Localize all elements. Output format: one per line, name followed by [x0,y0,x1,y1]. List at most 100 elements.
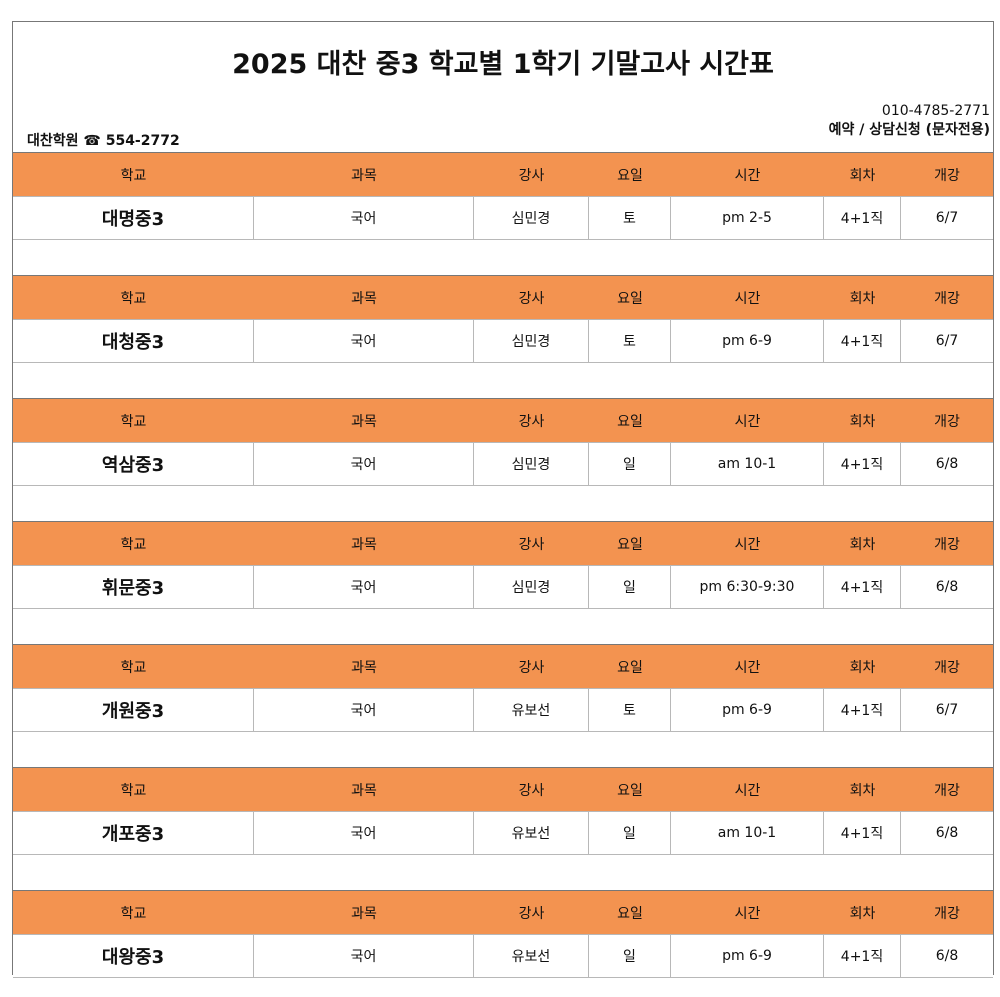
header-teacher: 강사 [518,536,545,553]
schedule-block: 학교 과목 강사 요일 시간 회차 개강 개원중3 국어 유보선 토 pm 6-9 4+1직 6/7 [13,644,993,732]
schedule-block: 학교 과목 강사 요일 시간 회차 개강 대왕중3 국어 유보선 일 pm 6-9 4+1직 6/8 [13,890,993,978]
header-row: 학교 과목 강사 요일 시간 회차 개강 [13,398,993,442]
header-subject: 과목 [351,782,377,799]
cell-subject: 국어 [254,443,474,485]
schedule-sheet: 2025 대찬 중3 학교별 1학기 기말고사 시간표 대찬학원 ☎ 554-2… [12,21,994,978]
header-subject: 과목 [351,290,377,307]
cell-subject: 국어 [254,812,474,854]
header-day: 요일 [617,290,643,307]
header-time: 시간 [734,905,761,922]
cell-teacher: 유보선 [474,689,589,731]
header-teacher: 강사 [518,905,545,922]
cell-school: 휘문중3 [13,566,254,608]
schedule-block: 학교 과목 강사 요일 시간 회차 개강 대청중3 국어 심민경 토 pm 6-9 4+1직 6/7 [13,275,993,363]
header-row: 학교 과목 강사 요일 시간 회차 개강 [13,644,993,688]
header-sessions: 회차 [849,536,876,553]
cell-teacher: 심민경 [474,566,589,608]
table-row: 역삼중3 국어 심민경 일 am 10-1 4+1직 6/8 [13,442,993,486]
header-row: 학교 과목 강사 요일 시간 회차 개강 [13,152,993,196]
header-teacher: 강사 [518,413,545,430]
header-time: 시간 [734,782,761,799]
contact-phone: 010-4785-2771 [881,103,990,119]
cell-school: 개포중3 [13,812,254,854]
cell-start: 6/8 [935,456,959,472]
cell-sessions: 4+1직 [824,197,901,239]
cell-start: 6/8 [935,579,959,595]
schedule-block: 학교 과목 강사 요일 시간 회차 개강 대명중3 국어 심민경 토 pm 2-5 4+1직 6/7 [13,152,993,240]
cell-school: 대왕중3 [13,935,254,977]
header-start: 개강 [934,413,960,430]
cell-sessions: 4+1직 [824,812,901,854]
header-start: 개강 [934,782,960,799]
cell-teacher: 심민경 [474,197,589,239]
cell-day: 일 [589,935,671,977]
contact-info: 010-4785-2771 예약 / 상담신청 (문자전용) [829,102,990,140]
header-subject: 과목 [351,536,377,553]
cell-time: pm 6:30-9:30 [671,566,824,608]
cell-subject: 국어 [254,935,474,977]
cell-time: pm 6-9 [671,935,824,977]
cell-time: am 10-1 [671,812,824,854]
cell-day: 토 [589,689,671,731]
cell-school: 대청중3 [13,320,254,362]
header-sessions: 회차 [849,659,876,676]
header-school: 학교 [120,290,147,307]
header-day: 요일 [617,659,643,676]
header-start: 개강 [934,290,960,307]
header-teacher: 강사 [518,167,545,184]
table-row: 대왕중3 국어 유보선 일 pm 6-9 4+1직 6/8 [13,934,993,978]
header-teacher: 강사 [518,659,545,676]
table-row: 휘문중3 국어 심민경 일 pm 6:30-9:30 4+1직 6/8 [13,565,993,609]
header-sessions: 회차 [849,413,876,430]
cell-time: pm 6-9 [671,689,824,731]
header-day: 요일 [617,536,643,553]
header-subject: 과목 [351,167,377,184]
header-row: 학교 과목 강사 요일 시간 회차 개강 [13,521,993,565]
cell-teacher: 심민경 [474,443,589,485]
header-subject: 과목 [351,659,377,676]
cell-teacher: 유보선 [474,812,589,854]
schedule-block: 학교 과목 강사 요일 시간 회차 개강 역삼중3 국어 심민경 일 am 10-1 4+1직 6/8 [13,398,993,486]
header-school: 학교 [120,536,147,553]
cell-teacher: 심민경 [474,320,589,362]
cell-subject: 국어 [254,689,474,731]
academy-phone: 대찬학원 ☎ 554-2772 [27,133,180,149]
header-day: 요일 [617,905,643,922]
cell-start: 6/8 [935,948,959,964]
cell-school: 역삼중3 [13,443,254,485]
header-sessions: 회차 [849,167,876,184]
header-start: 개강 [934,536,960,553]
header-sessions: 회차 [849,905,876,922]
header-day: 요일 [617,413,643,430]
header-school: 학교 [120,167,147,184]
cell-subject: 국어 [254,320,474,362]
cell-subject: 국어 [254,197,474,239]
header-sessions: 회차 [849,290,876,307]
schedule-block: 학교 과목 강사 요일 시간 회차 개강 휘문중3 국어 심민경 일 pm 6:30-9:30 4+1직… [13,521,993,609]
header-start: 개강 [934,659,960,676]
cell-start: 6/8 [935,825,959,841]
cell-subject: 국어 [254,566,474,608]
cell-time: pm 2-5 [671,197,824,239]
cell-start: 6/7 [935,210,959,226]
table-row: 개포중3 국어 유보선 일 am 10-1 4+1직 6/8 [13,811,993,855]
page-title: 2025 대찬 중3 학교별 1학기 기말고사 시간표 [232,49,774,80]
cell-sessions: 4+1직 [824,443,901,485]
header-school: 학교 [120,413,147,430]
header-school: 학교 [120,659,147,676]
table-row: 대명중3 국어 심민경 토 pm 2-5 4+1직 6/7 [13,196,993,240]
header-teacher: 강사 [518,290,545,307]
schedule-block: 학교 과목 강사 요일 시간 회차 개강 개포중3 국어 유보선 일 am 10-1 4+1직 6/8 [13,767,993,855]
cell-sessions: 4+1직 [824,320,901,362]
table-row: 대청중3 국어 심민경 토 pm 6-9 4+1직 6/7 [13,319,993,363]
header-time: 시간 [734,167,761,184]
header-row: 학교 과목 강사 요일 시간 회차 개강 [13,890,993,934]
header-time: 시간 [734,659,761,676]
cell-teacher: 유보선 [474,935,589,977]
header-subject: 과목 [351,905,377,922]
header-time: 시간 [734,413,761,430]
header-school: 학교 [120,905,147,922]
cell-time: am 10-1 [671,443,824,485]
cell-start: 6/7 [935,702,959,718]
header-row: 학교 과목 강사 요일 시간 회차 개강 [13,275,993,319]
